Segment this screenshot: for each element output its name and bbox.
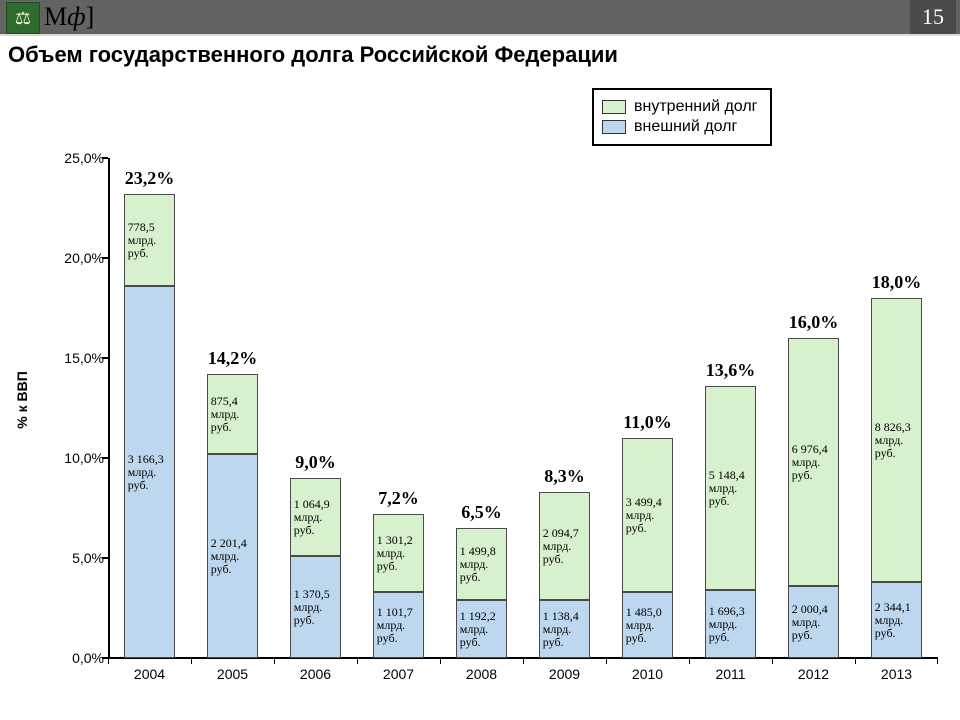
x-tick (772, 658, 773, 664)
bar-total-label: 8,3% (544, 466, 585, 487)
legend-swatch (602, 120, 626, 134)
brand-prefix: М (44, 2, 67, 31)
x-tick-label: 2005 (217, 666, 248, 682)
bar-internal-value: 778,5млрд.руб. (128, 221, 173, 261)
x-tick-label: 2009 (549, 666, 580, 682)
brand-italic: ф (67, 2, 85, 31)
x-tick-label: 2006 (300, 666, 331, 682)
x-tick-label: 2008 (466, 666, 497, 682)
x-tick (191, 658, 192, 664)
bar-total-label: 14,2% (208, 348, 258, 369)
bar-total-label: 18,0% (872, 272, 922, 293)
top-bar (0, 0, 960, 34)
x-tick-label: 2012 (798, 666, 829, 682)
bar-internal-value: 6 976,4млрд.руб. (792, 443, 837, 483)
page-number: 15 (910, 0, 956, 34)
bar-external-value: 1 370,5млрд.руб. (294, 588, 339, 628)
x-tick-label: 2004 (134, 666, 165, 682)
bar-total-label: 9,0% (295, 452, 336, 473)
legend-swatch (602, 100, 626, 114)
bar-internal-value: 875,4млрд.руб. (211, 395, 256, 435)
bar-external-value: 2 201,4млрд.руб. (211, 537, 256, 577)
slide: ⚖ Мф] 15 Объем государственного долга Ро… (0, 0, 960, 720)
x-tick (855, 658, 856, 664)
x-tick (606, 658, 607, 664)
legend-label: внутренний долг (634, 98, 758, 116)
bar-total-label: 16,0% (789, 312, 839, 333)
x-tick (440, 658, 441, 664)
x-tick-label: 2010 (632, 666, 663, 682)
bar-internal-value: 1 301,2млрд.руб. (377, 534, 422, 574)
legend-item: внутренний долг (602, 98, 758, 116)
x-tick-label: 2013 (881, 666, 912, 682)
y-tick-label: 5,0% (58, 550, 104, 566)
x-tick (357, 658, 358, 664)
x-tick-label: 2007 (383, 666, 414, 682)
x-tick-label: 2011 (715, 666, 745, 682)
bar-external-value: 2 000,4млрд.руб. (792, 603, 837, 643)
chart: 0,0%5,0%10,0%15,0%20,0%25,0%% к ВВП20042… (108, 158, 938, 658)
bar-total-label: 11,0% (623, 412, 672, 433)
bar-external-value: 1 101,7млрд.руб. (377, 606, 422, 646)
bar-external-value: 1 138,4млрд.руб. (543, 610, 588, 650)
page-title: Объем государственного долга Российской … (8, 42, 618, 68)
bar-total-label: 7,2% (378, 488, 419, 509)
brand-suffix: ] (86, 2, 95, 31)
x-tick (689, 658, 690, 664)
bar-internal-value: 1 064,9млрд.руб. (294, 498, 339, 538)
divider (0, 34, 960, 36)
bar-external-value: 1 696,3млрд.руб. (709, 605, 754, 645)
brand-text: Мф] (44, 2, 94, 32)
bar-external-value: 1 192,2млрд.руб. (460, 610, 505, 650)
bar-internal-value: 5 148,4млрд.руб. (709, 469, 754, 509)
bar-external-value: 2 344,1млрд.руб. (875, 601, 920, 641)
y-tick-label: 15,0% (58, 350, 104, 366)
bar-total-label: 13,6% (706, 360, 756, 381)
y-tick-label: 25,0% (58, 150, 104, 166)
bar-internal-value: 3 499,4млрд.руб. (626, 496, 671, 536)
y-axis-label: % к ВВП (14, 371, 30, 429)
bar-internal-value: 1 499,8млрд.руб. (460, 545, 505, 585)
y-tick-label: 0,0% (58, 650, 104, 666)
bar-external-value: 1 485,0млрд.руб. (626, 606, 671, 646)
x-tick (937, 658, 938, 664)
x-tick (523, 658, 524, 664)
y-axis (108, 158, 110, 658)
bar-internal-value: 8 826,3млрд.руб. (875, 421, 920, 461)
y-tick-label: 10,0% (58, 450, 104, 466)
x-tick (108, 658, 109, 664)
legend-item: внешний долг (602, 118, 758, 136)
legend: внутренний долг внешний долг (592, 88, 772, 146)
bar-total-label: 23,2% (125, 168, 175, 189)
bar-external-value: 3 166,3млрд.руб. (128, 453, 173, 493)
x-tick (274, 658, 275, 664)
bar-total-label: 6,5% (461, 502, 502, 523)
legend-label: внешний долг (634, 118, 737, 136)
bar-internal-value: 2 094,7млрд.руб. (543, 527, 588, 567)
y-tick-label: 20,0% (58, 250, 104, 266)
logo-icon: ⚖ (6, 2, 40, 34)
